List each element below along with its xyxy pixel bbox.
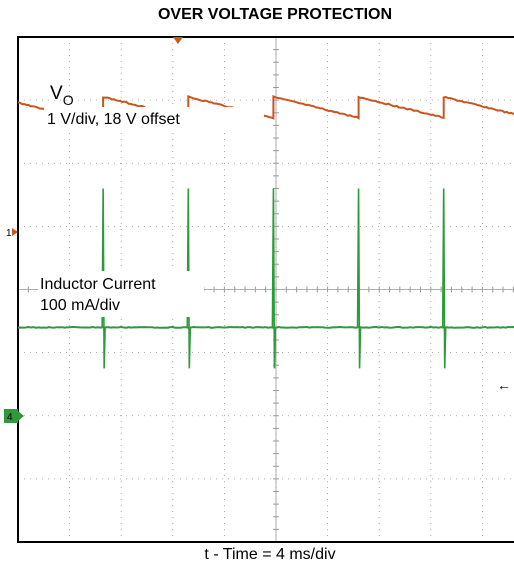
channel-4-label: 4 (7, 412, 13, 423)
trigger-marker (173, 37, 183, 44)
current-spike-4 (356, 188, 362, 369)
chart-title: OVER VOLTAGE PROTECTION (157, 6, 393, 23)
series-vo-trace (17, 94, 514, 126)
annotation-vo-sub: O (63, 92, 74, 108)
current-spike-5 (441, 188, 447, 369)
annotation-vo-scale: 1 V/div, 18 V offset (47, 111, 180, 128)
plot-frame (17, 36, 514, 543)
channel-1-label: 1 (6, 228, 12, 239)
annotation-vo-main: V (50, 83, 63, 104)
current-spike-3 (271, 188, 277, 369)
channel-1-marker: 1 (6, 228, 18, 239)
x-axis-label: t - Time = 4 ms/div (204, 546, 336, 563)
annotation-current-scale: 100 mA/div (40, 297, 120, 314)
series-inductor-current-trace (17, 325, 514, 329)
channel-4-marker: 4 (4, 409, 24, 423)
annotation-current-title: Inductor Current (40, 276, 156, 293)
annotation-vo: VO (50, 83, 74, 108)
offscreen-arrow-icon: ← (497, 377, 511, 393)
